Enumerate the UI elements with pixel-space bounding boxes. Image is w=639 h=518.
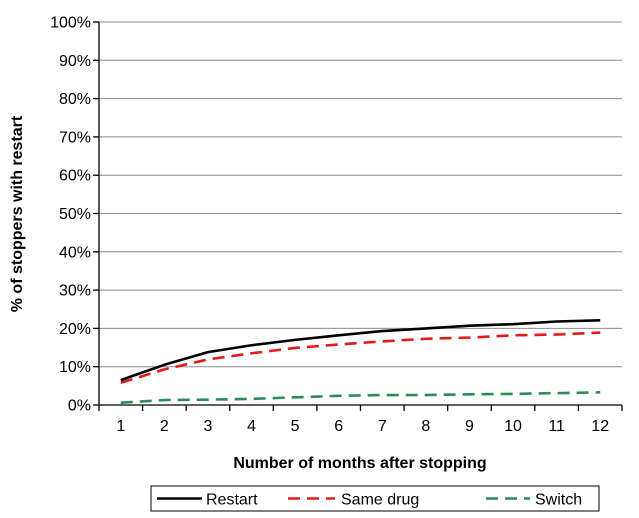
y-tick-label: 0%	[68, 398, 91, 415]
y-tick-label: 30%	[59, 283, 91, 300]
legend-label-restart: Restart	[206, 492, 258, 509]
x-tick-label: 7	[378, 418, 387, 435]
y-tick-label: 100%	[50, 15, 91, 32]
y-tick-label: 60%	[59, 168, 91, 185]
y-tick-label: 20%	[59, 321, 91, 338]
legend-label-same-drug: Same drug	[341, 492, 419, 509]
x-tick-label: 8	[421, 418, 430, 435]
series-lines	[120, 319, 601, 404]
gridlines	[99, 21, 622, 368]
series-line-switch	[120, 391, 601, 404]
y-tick-label: 10%	[59, 359, 91, 376]
legend: Restart Same drug Switch	[150, 485, 600, 512]
x-tick-label: 5	[291, 418, 300, 435]
x-tick-label: 10	[504, 418, 522, 435]
x-axis-title: Number of months after stopping	[233, 455, 486, 472]
x-tick-label: 11	[548, 418, 565, 435]
x-tick-label: 2	[160, 418, 169, 435]
x-tick-label: 4	[247, 418, 256, 435]
x-tick-label: 3	[204, 418, 213, 435]
x-axis-ticks: 1 2 3 4 5 6 7 8 9 10 11 12	[98, 405, 623, 435]
legend-items: Restart Same drug Switch	[157, 492, 582, 509]
y-tick-label: 90%	[59, 53, 91, 70]
y-axis-ticks: 0% 10% 20% 30% 40% 50% 60% 70% 80% 90% 100%	[50, 15, 99, 415]
y-tick-label: 40%	[59, 244, 91, 261]
series-line-restart	[120, 319, 601, 382]
y-tick-label: 70%	[59, 129, 91, 146]
x-tick-label: 12	[591, 418, 609, 435]
x-tick-label: 9	[465, 418, 474, 435]
x-tick-label: 6	[334, 418, 343, 435]
x-tick-label: 1	[116, 418, 125, 435]
y-tick-label: 50%	[59, 206, 91, 223]
legend-label-switch: Switch	[535, 492, 582, 509]
y-axis-title: % of stoppers with restart	[9, 115, 26, 312]
series-line-same-drug	[120, 331, 601, 385]
y-tick-label: 80%	[59, 91, 91, 108]
